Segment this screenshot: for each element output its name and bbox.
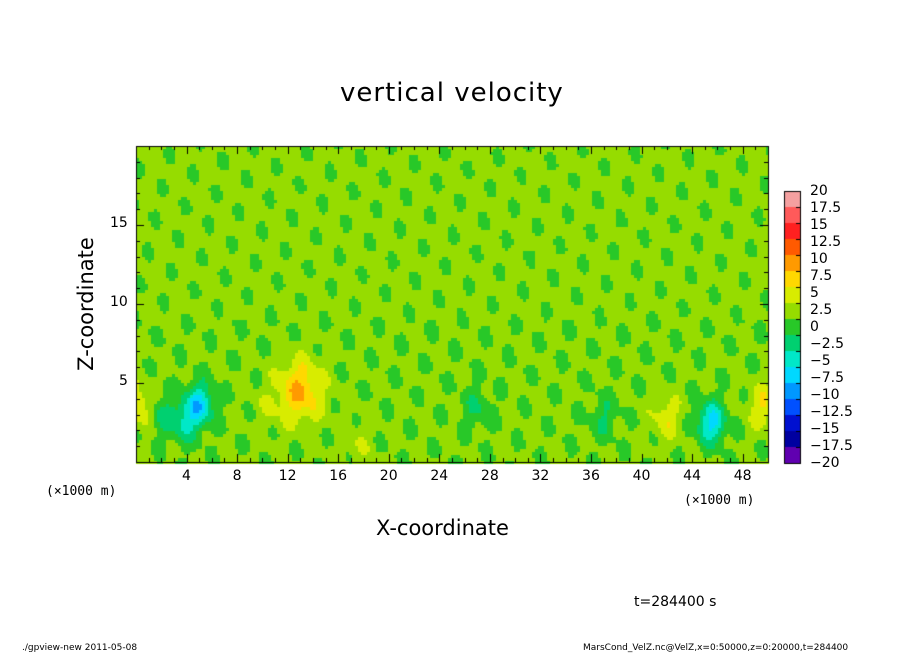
x-tick-label: 40 <box>632 468 651 484</box>
x-tick-label: 48 <box>733 468 752 484</box>
colorbar-level-label: −20 <box>810 455 840 471</box>
x-unit-left: (×1000 m) <box>46 484 117 499</box>
colorbar-level-label: 0 <box>810 319 819 335</box>
colorbar-level-label: 17.5 <box>810 200 842 216</box>
colorbar-level-label: 2.5 <box>810 302 833 318</box>
x-tick-label: 36 <box>582 468 600 484</box>
colorbar-level-label: 20 <box>810 183 828 199</box>
x-axis-label: X-coordinate <box>376 516 509 540</box>
colorbar-level-label: 5 <box>810 285 819 301</box>
colorbar-level-label: −12.5 <box>810 404 853 420</box>
colorbar-level-label: −2.5 <box>810 336 844 352</box>
colorbar-level-label: 10 <box>810 251 828 267</box>
x-tick-label: 16 <box>329 468 348 484</box>
colorbar-level-label: 12.5 <box>810 234 842 250</box>
x-tick-label: 24 <box>430 468 449 484</box>
colorbar-level-label: −17.5 <box>810 438 853 454</box>
x-tick-label: 28 <box>480 468 499 484</box>
colorbar-level-label: 15 <box>810 217 828 233</box>
x-tick-label: 4 <box>182 468 191 484</box>
x-tick-label: 12 <box>278 468 297 484</box>
footer-left: ./gpview-new 2011-05-08 <box>22 643 138 653</box>
footer-right: MarsCond_VelZ.nc@VelZ,x=0:50000,z=0:2000… <box>583 643 849 653</box>
time-label: t=284400 s <box>634 594 717 610</box>
x-tick-label: 44 <box>683 468 701 484</box>
y-tick-label: 15 <box>110 215 128 231</box>
colorbar-level-label: −7.5 <box>810 370 844 386</box>
x-tick-label: 8 <box>232 468 242 484</box>
colorbar-level-label: −10 <box>810 387 840 403</box>
y-tick-label: 10 <box>110 294 128 310</box>
colorbar-level-label: −5 <box>810 353 831 369</box>
colorbar-level-label: 7.5 <box>810 268 833 284</box>
y-tick-label: 5 <box>119 373 128 389</box>
y-axis-label: Z-coordinate <box>74 237 98 371</box>
colorbar-level-label: −15 <box>810 421 840 437</box>
x-tick-label: 32 <box>531 468 550 484</box>
chart-title: vertical velocity <box>340 78 564 108</box>
x-unit-right: (×1000 m) <box>684 493 755 508</box>
x-tick-label: 20 <box>379 468 398 484</box>
